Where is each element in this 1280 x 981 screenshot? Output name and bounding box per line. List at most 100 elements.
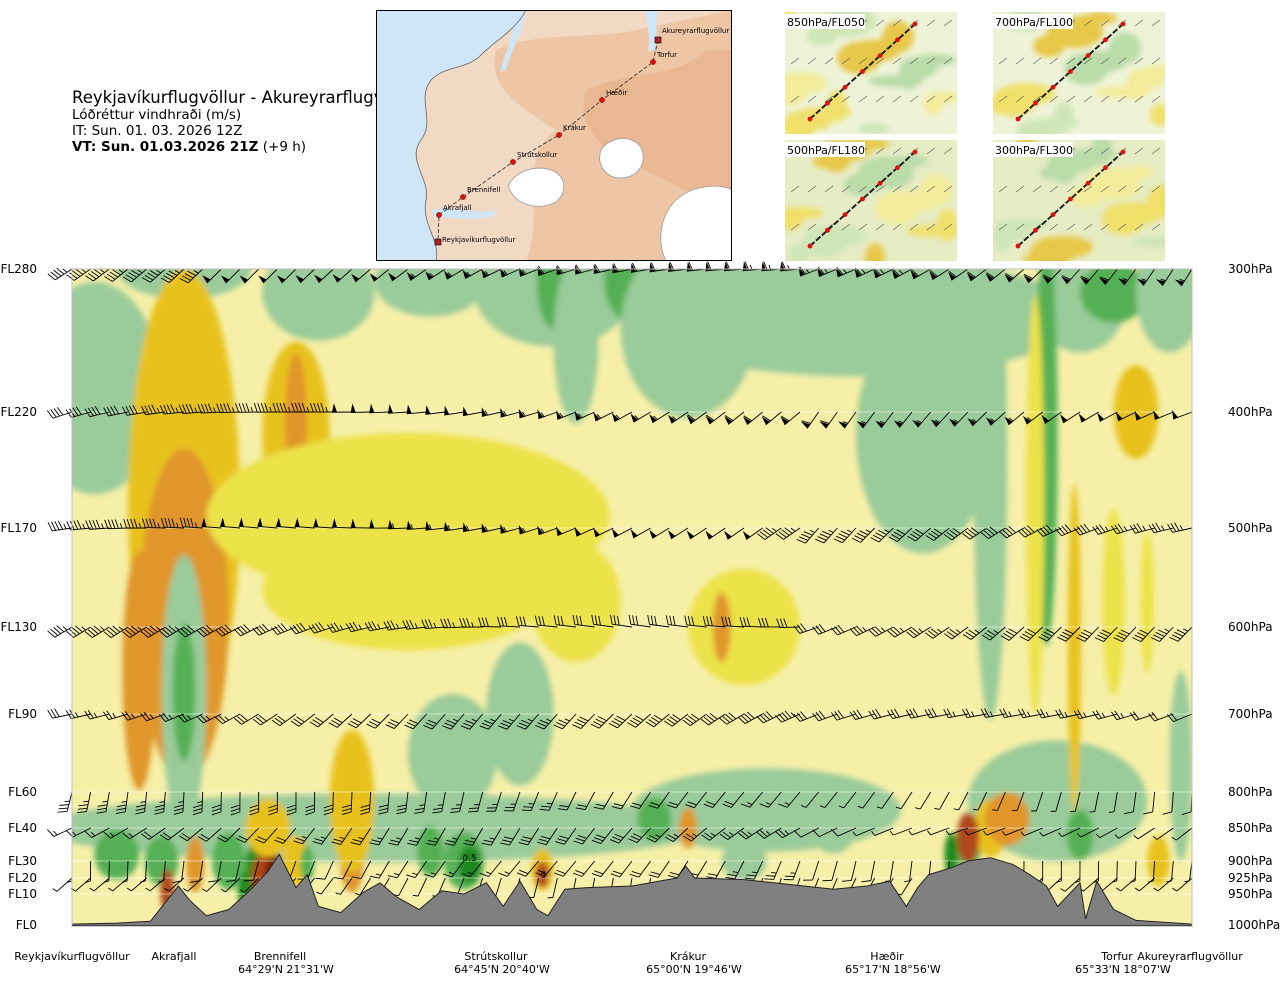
map-label-kra-kur: Krákur xyxy=(563,124,586,132)
wind-barb-30-29 xyxy=(591,860,614,878)
wind-barb-30-42 xyxy=(841,860,857,882)
wind-barb-90-28 xyxy=(572,713,595,729)
map-marker-akureyrarflugvo-llur xyxy=(654,36,662,44)
inset-0-cell-9 xyxy=(930,91,957,103)
wind-barb-170-27 xyxy=(555,526,577,536)
inset-3-barb-25 xyxy=(1083,223,1093,231)
inset-0-barb-19 xyxy=(943,57,953,65)
wind-barb-220-40 xyxy=(800,411,820,429)
inset-2-barb-9 xyxy=(943,147,953,155)
wind-barb-60-18 xyxy=(396,791,409,815)
wind-barb-20-60 xyxy=(1172,877,1193,892)
fl-tick-fl0: FL0 xyxy=(16,918,37,932)
wind-barb-40-9 xyxy=(217,827,241,843)
map-glacier-1 xyxy=(507,167,565,207)
wind-barb-280-9 xyxy=(220,268,241,284)
map-marker-akrafjall xyxy=(436,212,442,218)
wind-barb-220-6 xyxy=(159,404,185,415)
wind-barb-60-34 xyxy=(685,791,708,809)
wind-barb-170-37 xyxy=(742,527,763,540)
inset-1-barb-28 xyxy=(1134,95,1144,103)
wind-barb-220-34 xyxy=(686,411,707,425)
wind-barb-60-53 xyxy=(1050,791,1062,812)
wind-barb-20-9 xyxy=(220,877,241,893)
wind-barb-30-36 xyxy=(725,860,745,880)
wind-barb-40-35 xyxy=(701,827,726,841)
wind-barb-60-11 xyxy=(268,791,278,816)
wind-barb-220-21 xyxy=(444,405,465,416)
wind-barb-220-32 xyxy=(649,411,670,424)
wind-barb-40-33 xyxy=(664,827,689,842)
pressure-axis: 300hPa 400hPa 500hPa 600hPa 700hPa 800hPa 850h… xyxy=(1228,262,1280,932)
map-marker-kra-kur xyxy=(556,132,562,138)
inset-2-barb-25 xyxy=(875,223,885,231)
inset-0-barb-8 xyxy=(926,19,936,27)
wind-barb-130-13 xyxy=(289,622,315,635)
wind-barb-90-9 xyxy=(215,713,241,725)
valid-time-line: VT: Sun. 01.03.2026 21Z (+9 h) xyxy=(72,139,420,155)
inset-2-barb-21 xyxy=(807,223,817,231)
wind-barb-20-2 xyxy=(89,877,110,892)
route-axis: Reykjavíkurflugvöllur Akrafjall Brennifell… xyxy=(14,950,1243,976)
route-coord-brennifell: 64°29'N 21°31'W xyxy=(238,963,334,976)
inset-850hpa-fl050: 850hPa/FL050 xyxy=(785,12,957,134)
wind-barb-90-0 xyxy=(47,708,73,719)
wind-barb-220-42 xyxy=(838,411,857,429)
chart-title: Reykjavíkurflugvöllur - Akureyrarflugvöl… xyxy=(72,88,420,107)
terrain-silhouette xyxy=(72,853,1192,926)
wind-barb-170-4 xyxy=(123,518,147,529)
wind-barb-220-20 xyxy=(425,405,446,415)
wind-barb-130-23 xyxy=(478,617,502,628)
wind-barb-30-19 xyxy=(406,860,428,878)
wind-barb-170-56 xyxy=(1092,524,1118,535)
inset-3-barb-29 xyxy=(1151,223,1161,231)
wind-barb-280-12 xyxy=(276,268,297,284)
wind-barb-130-55 xyxy=(1076,626,1099,642)
wind-barb-40-10 xyxy=(236,827,259,843)
wind-barb-90-32 xyxy=(645,713,670,728)
wind-barb-30-9 xyxy=(226,860,241,882)
wind-barb-90-37 xyxy=(737,711,763,724)
wind-barb-60-49 xyxy=(972,791,988,811)
wind-barb-220-23 xyxy=(481,407,502,417)
wind-barb-40-54 xyxy=(1058,827,1081,837)
wind-barb-60-30 xyxy=(611,791,633,810)
wind-barb-60-55 xyxy=(1089,791,1100,813)
map-frame xyxy=(376,10,732,261)
wz-cell-29 xyxy=(632,768,901,852)
wind-barb-220-26 xyxy=(537,409,558,420)
wz-cell-10 xyxy=(856,317,991,554)
wind-barb-40-45 xyxy=(889,827,913,836)
map-highland-2 xyxy=(583,50,732,210)
wind-barb-130-42 xyxy=(830,624,857,636)
wind-barb-30-14 xyxy=(315,860,334,880)
inset-1-barb-6 xyxy=(1100,19,1110,27)
map-sea xyxy=(376,10,526,261)
wind-barb-90-41 xyxy=(812,710,838,722)
wind-barb-170-29 xyxy=(593,527,614,538)
wind-barb-30-39 xyxy=(783,860,801,881)
wind-barb-20-16 xyxy=(354,877,372,896)
fl-tick-fl130: FL130 xyxy=(1,620,38,634)
wind-barb-280-6 xyxy=(160,268,185,283)
wind-barb-60-9 xyxy=(230,791,241,816)
wz-cell-33 xyxy=(1026,294,1045,716)
wind-barb-60-43 xyxy=(857,791,876,809)
wind-barb-130-12 xyxy=(270,623,297,636)
wind-barb-280-7 xyxy=(179,268,203,284)
wz-cell-64 xyxy=(535,861,550,888)
inset-1-point-1 xyxy=(1033,100,1038,106)
wind-barb-30-27 xyxy=(554,860,577,877)
route-point-torfur: Torfur xyxy=(1100,950,1133,963)
wind-barb-220-7 xyxy=(178,403,203,414)
wind-barb-30-25 xyxy=(516,860,540,877)
wind-barb-40-27 xyxy=(555,827,577,845)
wind-barb-40-42 xyxy=(830,827,857,837)
wind-barb-30-10 xyxy=(243,860,260,882)
wind-barb-20-6 xyxy=(164,877,185,892)
wind-barb-170-10 xyxy=(238,517,259,529)
wind-barb-90-29 xyxy=(590,713,614,729)
map-label-akrafjall: Akrafjall xyxy=(443,204,472,212)
wind-barb-60-54 xyxy=(1070,791,1081,813)
wind-barb-90-4 xyxy=(121,711,147,721)
